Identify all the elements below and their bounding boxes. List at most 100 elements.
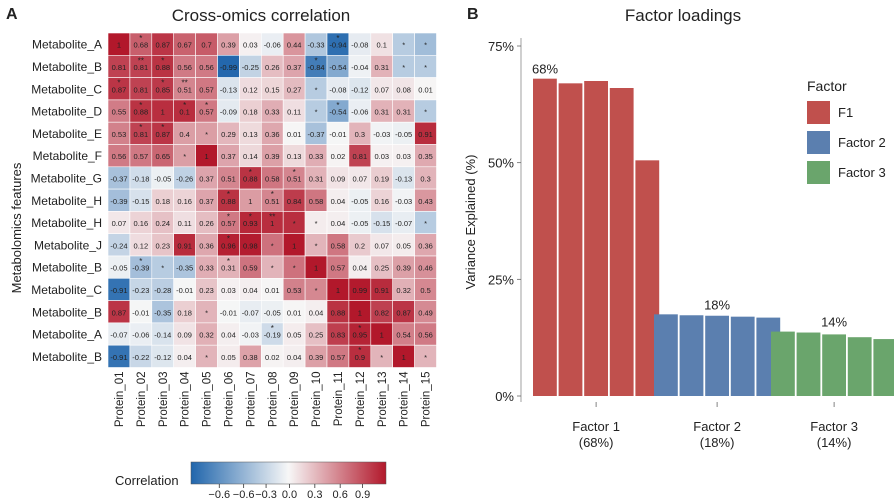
heatmap-cell-value: 0.81: [134, 130, 149, 139]
heatmap-cell-value: 0.58: [331, 241, 346, 250]
heatmap-column-label: Protein_12: [355, 372, 367, 428]
heatmap-column-label: Protein_15: [421, 372, 433, 428]
heatmap-cell-value: -0.28: [154, 286, 171, 295]
heatmap-cell-value: *: [424, 219, 427, 228]
heatmap-cell-value: 0.9: [355, 353, 365, 362]
heatmap-cell-value: 0.84: [287, 197, 302, 206]
heatmap-cell-value: 0.57: [134, 152, 149, 161]
heatmap-significance-mark: *: [117, 79, 120, 88]
heatmap-cell-value: 0.25: [309, 331, 324, 340]
heatmap-column-label: Protein_02: [136, 372, 148, 428]
heatmap-cell-value: 0.05: [287, 331, 302, 340]
colorbar-tick-label: 0.6: [333, 489, 348, 499]
heatmap-cell-value: -0.26: [176, 174, 193, 183]
heatmap-column-label: Protein_04: [180, 371, 192, 427]
heatmap-cell-value: 0.39: [396, 264, 411, 273]
heatmap-column-label: Protein_11: [333, 372, 345, 427]
heatmap-cell-value: 0.87: [155, 41, 170, 50]
heatmap-cell-value: 1: [270, 219, 274, 228]
panel-a-letter: A: [6, 6, 18, 23]
heatmap-row-label: Metabolite_H: [31, 194, 102, 208]
heatmap-row-label: Metabolite_G: [31, 171, 102, 185]
heatmap-column-labels: Protein_01 Protein_02 Protein_03 Protein_04…: [114, 371, 433, 427]
heatmap-cell-value: -0.12: [351, 85, 368, 94]
heatmap-cell-value: 1: [117, 41, 121, 50]
bar-y-tick-label: 0%: [495, 389, 514, 404]
heatmap-cell-value: 1: [314, 264, 318, 273]
heatmap-cell-value: 0.04: [287, 353, 302, 362]
heatmap-cell-value: 0.58: [265, 174, 280, 183]
heatmap-cell-value: 0.43: [418, 197, 433, 206]
heatmap-cell-value: -0.25: [242, 63, 259, 72]
bar-x-label: Factor 2: [693, 419, 741, 434]
heatmap-cell-value: 0.33: [265, 108, 280, 117]
legend-label: Factor 3: [838, 165, 886, 180]
heatmap-cell-value: -0.18: [132, 174, 149, 183]
heatmap-cell-value: 0.36: [199, 241, 214, 250]
heatmap-cell-value: -0.22: [132, 353, 149, 362]
heatmap-cell-value: 1: [380, 331, 384, 340]
heatmap-cell-value: 0.03: [374, 152, 389, 161]
colorbar-tick-label: 0.9: [355, 489, 370, 499]
heatmap-cell-value: 0.31: [374, 108, 389, 117]
heatmap-column-label: Protein_09: [289, 372, 301, 428]
heatmap-cell-value: 0.57: [221, 219, 236, 228]
heatmap-cell-value: 0.05: [221, 353, 236, 362]
heatmap-cell-value: 0.16: [177, 197, 192, 206]
heatmap-cell-value: 0.98: [243, 241, 258, 250]
heatmap-cell-value: 0.08: [396, 85, 411, 94]
bar-y-axis-label: Variance Explained (%): [463, 155, 478, 290]
heatmap-cell-value: -0.05: [110, 264, 127, 273]
heatmap-column-label: Protein_05: [202, 372, 214, 428]
heatmap-cell-value: -0.13: [220, 85, 237, 94]
legend-label: Factor 2: [838, 135, 886, 150]
heatmap-significance-mark: *: [271, 190, 274, 199]
panel-b-letter: B: [467, 6, 479, 23]
heatmap-cell-value: -0.01: [329, 130, 346, 139]
bar-x-labels: Factor 1(68%) Factor 2(18%) Factor 3(14%): [572, 402, 858, 450]
heatmap-cell-value: 0.32: [396, 286, 411, 295]
heatmap-cell-value: 0.05: [396, 241, 411, 250]
heatmap-cell-value: 0.91: [418, 130, 433, 139]
heatmap-row-label: Metabolite_D: [31, 105, 102, 119]
heatmap-cell-value: 0.01: [287, 308, 302, 317]
heatmap-column-label: Protein_06: [223, 372, 235, 428]
heatmap-cell-value: 0.51: [265, 197, 280, 206]
heatmap-cell-value: 0.12: [243, 85, 258, 94]
heatmap-cell-value: 0.23: [155, 241, 170, 250]
heatmap-cell-value: 0.04: [177, 353, 192, 362]
heatmap-cell-value: -0.04: [351, 63, 368, 72]
heatmap-cell-value: 0.37: [287, 63, 302, 72]
colorbar-ticks: −0.6 −0.6 −0.3 0.0 0.3 0.6 0.9: [208, 484, 370, 499]
heatmap-cell-value: -0.08: [329, 85, 346, 94]
heatmap-cell-value: -0.84: [307, 63, 324, 72]
heatmap-cell-value: 0.1: [179, 108, 189, 117]
heatmap-significance-mark: *: [139, 257, 142, 266]
heatmap-cell-value: 0.31: [221, 264, 236, 273]
bar-group-annotation: 14%: [821, 315, 847, 330]
heatmap-cell-value: 0.33: [309, 152, 324, 161]
heatmap-cell-value: 0.03: [396, 152, 411, 161]
heatmap-cell-value: 0.18: [177, 308, 192, 317]
heatmap-cell-value: 0.12: [134, 241, 149, 250]
heatmap-cell-value: 0.26: [265, 63, 280, 72]
colorbar-tick-label: −0.6: [208, 489, 230, 499]
heatmap-cell-value: *: [205, 308, 208, 317]
heatmap-cell-value: 0.07: [353, 174, 368, 183]
legend-swatch: [807, 131, 830, 154]
heatmap-cell-value: 0.39: [265, 152, 280, 161]
heatmap-cell-value: 0.4: [179, 130, 189, 139]
heatmap-cell-value: 0.39: [309, 353, 324, 362]
heatmap-cell-value: -0.54: [329, 108, 346, 117]
heatmap-cell-value: 0.38: [243, 353, 258, 362]
heatmap-cell-value: 0.49: [418, 308, 433, 317]
bar: [822, 334, 846, 396]
heatmap-significance-mark: *: [227, 257, 230, 266]
heatmap-cell-value: 1: [402, 353, 406, 362]
heatmap-cell-value: 0.01: [418, 85, 433, 94]
heatmap-cell-value: 0.25: [374, 264, 389, 273]
legend-label: F1: [838, 105, 853, 120]
heatmap-cell-value: -0.91: [110, 353, 127, 362]
heatmap-cell-value: 0.51: [221, 174, 236, 183]
heatmap-cell-value: -0.37: [307, 130, 324, 139]
